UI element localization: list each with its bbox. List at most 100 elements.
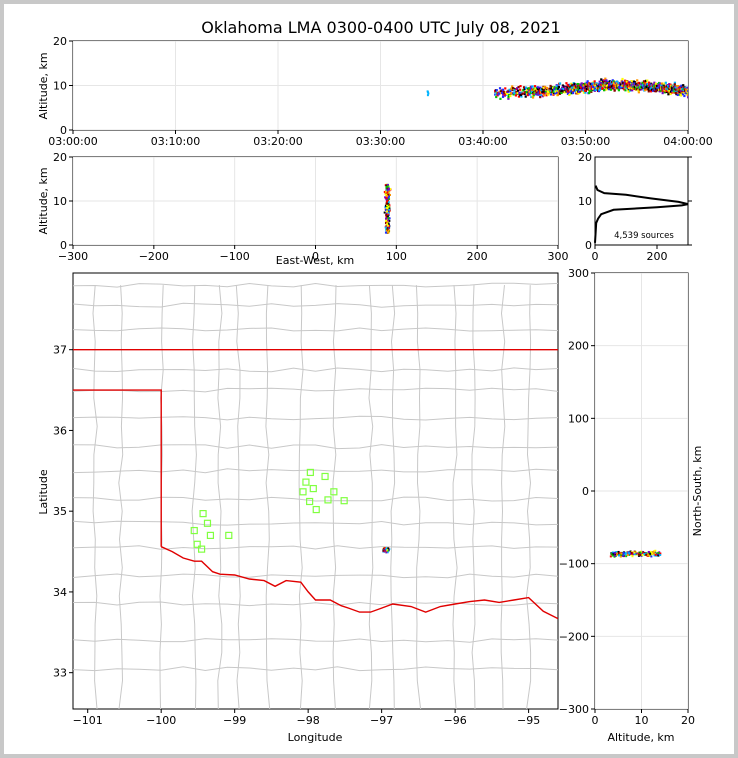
source-point [507,97,510,100]
source-point [613,552,616,555]
source-point [387,193,390,196]
source-point [674,90,677,93]
source-point [549,90,552,94]
source-point [689,89,691,91]
source-point [677,87,680,90]
tick-label: 20 [53,35,67,48]
source-point [617,550,620,553]
source-point [564,87,567,90]
source-point [386,224,389,227]
source-point [689,89,691,91]
north-south-ylabel: North-South, km [691,446,704,537]
source-point [386,223,389,226]
source-point [537,93,540,96]
source-point [556,86,559,89]
source-point [675,92,678,96]
source-point [388,193,391,196]
county-line [73,520,558,526]
source-point [549,84,552,88]
tick-label: −95 [517,714,540,727]
county-line [217,285,223,709]
source-point [635,552,638,555]
tick-label: 100 [568,412,589,425]
source-point [619,555,622,558]
source-point [589,83,592,86]
source-point [637,86,640,89]
source-point [621,87,624,90]
source-point [631,555,634,558]
source-point [649,83,652,86]
source-point [689,86,691,88]
source-point [617,554,620,557]
county-line [92,285,98,709]
source-point [615,86,619,89]
source-point [617,89,620,92]
source-point [614,553,617,556]
source-point [520,95,523,98]
source-point [648,87,651,90]
source-point [556,84,559,87]
county-line [73,367,558,373]
source-point [547,90,550,94]
source-point [577,83,580,86]
source-point [567,90,570,93]
lma-station-marker [197,545,206,553]
source-point [590,89,593,92]
source-point [516,87,519,90]
source-point [426,91,429,94]
source-point [534,87,537,90]
source-point [500,89,503,92]
source-point [659,82,662,85]
source-point [386,548,389,551]
county-line [73,302,558,308]
source-point [386,187,389,190]
source-point [585,83,588,86]
tick-label: 0 [60,239,67,252]
source-point [620,552,623,555]
source-point [583,89,587,92]
source-point [679,94,683,97]
tick-label: 04:00:00 [663,135,712,148]
source-point [623,88,626,91]
source-point [387,549,390,552]
plan-view-ylabel: Latitude [37,469,50,515]
source-point [654,90,658,93]
source-point [543,89,546,92]
tick-label: 200 [647,250,668,263]
county-line [368,285,374,709]
source-point [517,95,521,98]
source-point [622,554,625,557]
county-line [73,387,558,393]
source-point [609,83,612,86]
source-point [385,547,387,550]
source-point [574,85,577,88]
source-point [498,87,502,90]
source-point [639,552,642,555]
figure-frame: Oklahoma LMA 0300-0400 UTC July 08, 2021… [4,4,734,754]
tick-label: 03:40:00 [458,135,507,148]
source-point [387,229,390,232]
source-point [562,87,565,91]
source-point [385,229,388,232]
county-line [390,285,396,709]
tick-label: −100 [146,714,176,727]
source-point [686,86,688,89]
source-point [382,547,385,550]
tick-label: 35 [53,505,67,518]
source-point [387,195,390,198]
source-point [383,190,386,193]
lma-station-marker [306,468,314,477]
source-point [653,554,656,557]
source-point [627,554,630,557]
source-point [387,198,390,201]
source-point [386,183,389,186]
source-point [561,85,564,89]
source-point [522,86,526,89]
tick-label: 03:00:00 [48,135,97,148]
source-point [525,90,528,94]
source-point [528,90,531,93]
tick-label: 0 [582,485,589,498]
source-point [636,79,639,82]
source-point [388,225,391,228]
lma-station-marker [203,519,212,527]
